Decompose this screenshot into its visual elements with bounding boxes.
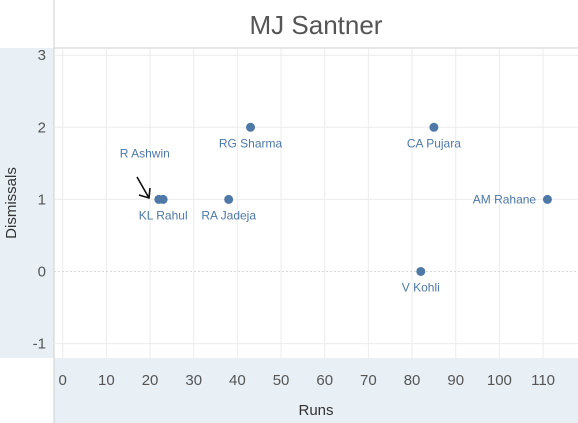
x-tick-label: 10 (98, 372, 115, 389)
data-point[interactable] (246, 122, 255, 132)
y-tick-label: 3 (38, 47, 46, 64)
grid-lines (54, 48, 578, 358)
point-label: CA Pujara (407, 136, 461, 150)
point-label: RG Sharma (219, 136, 283, 150)
x-tick-label: 0 (59, 372, 67, 389)
data-point[interactable] (158, 194, 168, 204)
y-axis-panel (0, 48, 54, 358)
y-tick-label: -1 (33, 336, 46, 353)
x-tick-label: 20 (142, 372, 159, 389)
point-label: RA Jadeja (201, 208, 256, 222)
point-label: R Ashwin (120, 146, 170, 160)
x-axis-panel (54, 358, 578, 423)
x-tick-label: 80 (404, 372, 421, 389)
x-tick-label: 100 (487, 372, 512, 389)
point-label: AM Rahane (473, 192, 537, 206)
x-tick-label: 30 (185, 372, 202, 389)
y-tick-label: 2 (38, 119, 46, 136)
y-axis-label: Dismissals (3, 167, 20, 239)
data-point[interactable] (416, 266, 426, 276)
y-tick-label: 0 (38, 263, 46, 280)
x-axis-label: Runs (298, 402, 333, 419)
chart-title: MJ Santner (250, 10, 383, 40)
x-tick-label: 60 (316, 372, 333, 389)
point-label: V Kohli (402, 280, 440, 294)
data-point[interactable] (224, 194, 234, 204)
point-label: KL Rahul (139, 208, 188, 222)
x-tick-label: 90 (447, 372, 464, 389)
data-point[interactable] (429, 122, 439, 132)
data-points: R Ashwin KL Rahul RA Jadeja RG Sharma CA Puj… (120, 122, 552, 294)
x-tick-label: 70 (360, 372, 377, 389)
x-tick-label: 50 (273, 372, 290, 389)
annotation-arrow-icon (136, 176, 151, 200)
x-tick-label: 110 (531, 372, 555, 389)
y-tick-label: 1 (38, 191, 46, 208)
x-tick-label: 40 (229, 372, 246, 389)
data-point[interactable] (542, 194, 552, 204)
